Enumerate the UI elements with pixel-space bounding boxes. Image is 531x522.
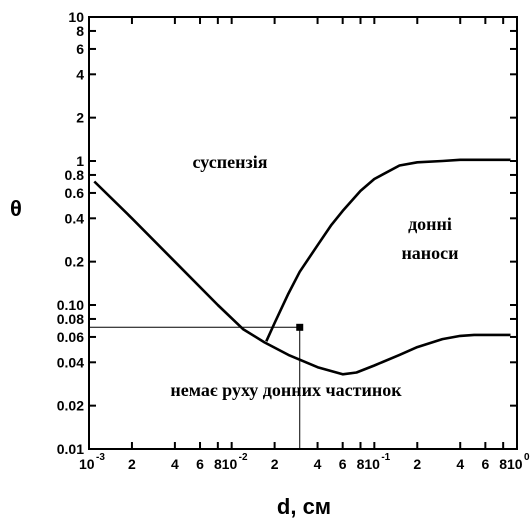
x-tick-exponent: 0 [524, 452, 530, 463]
x-tick-exponent: -2 [239, 452, 248, 463]
y-tick-label: 8 [76, 23, 84, 39]
series-line-2 [265, 158, 511, 342]
x-tick-label: 4 [314, 456, 322, 472]
y-ticks: 0.01 0.02 0.04 0.06 0.080.10 0.2 0.4 0.6 0.81 2 4 6… [57, 9, 517, 457]
x-tick-label: 8 [499, 456, 507, 472]
y-tick-label: 0.01 [57, 441, 84, 457]
y-tick-label: 0.10 [57, 297, 84, 313]
y-tick-label: 0.02 [57, 398, 84, 414]
x-tick-exponent: -3 [96, 452, 105, 463]
x-tick-label: 6 [196, 456, 204, 472]
y-tick-label: 0.08 [57, 311, 84, 327]
x-tick-label: 8 [214, 456, 222, 472]
y-tick-label: 0.6 [65, 185, 85, 201]
x-tick-label: 2 [271, 456, 279, 472]
x-tick-label: 4 [456, 456, 464, 472]
y-tick-label: 6 [76, 41, 84, 57]
series-line-1 [93, 180, 511, 376]
x-tick-label: 2 [413, 456, 421, 472]
x-tick-label: 6 [481, 456, 489, 472]
y-tick-label: 1 [76, 153, 84, 169]
y-tick-label: 2 [76, 110, 84, 126]
plot-frame [88, 16, 518, 450]
y-tick-label: 0.8 [65, 167, 85, 183]
series-group [89, 158, 511, 449]
region-label-suspension: суспензія [193, 152, 268, 172]
x-tick-label: 10 [364, 456, 380, 472]
x-tick-label: 10 [222, 456, 238, 472]
marker-point [296, 323, 304, 331]
region-label-no-motion: немає руху донних частинок [170, 380, 402, 400]
x-tick-label: 10 [507, 456, 523, 472]
y-tick-label: 10 [68, 9, 84, 25]
x-tick-exponent: -1 [381, 452, 390, 463]
y-tick-label: 0.2 [65, 254, 85, 270]
x-ticks: 10 -3 2 4 6 8 10 -2 2 4 6 8 10 -1 2 4 6 8 10 0 [79, 17, 530, 472]
x-tick-label: 4 [171, 456, 179, 472]
x-tick-label: 8 [357, 456, 365, 472]
region-label-bedload-line2: наноси [401, 243, 458, 263]
y-tick-label: 0.04 [57, 354, 84, 370]
region-label-bedload-line1: донні [408, 214, 452, 234]
y-tick-label: 0.06 [57, 329, 84, 345]
y-axis-label: θ [10, 196, 22, 221]
y-tick-label: 4 [76, 66, 84, 82]
x-tick-label: 6 [339, 456, 347, 472]
y-tick-label: 0.4 [65, 210, 85, 226]
x-tick-label: 2 [128, 456, 136, 472]
x-tick-label: 10 [79, 456, 95, 472]
x-axis-label: d, см [277, 494, 331, 519]
